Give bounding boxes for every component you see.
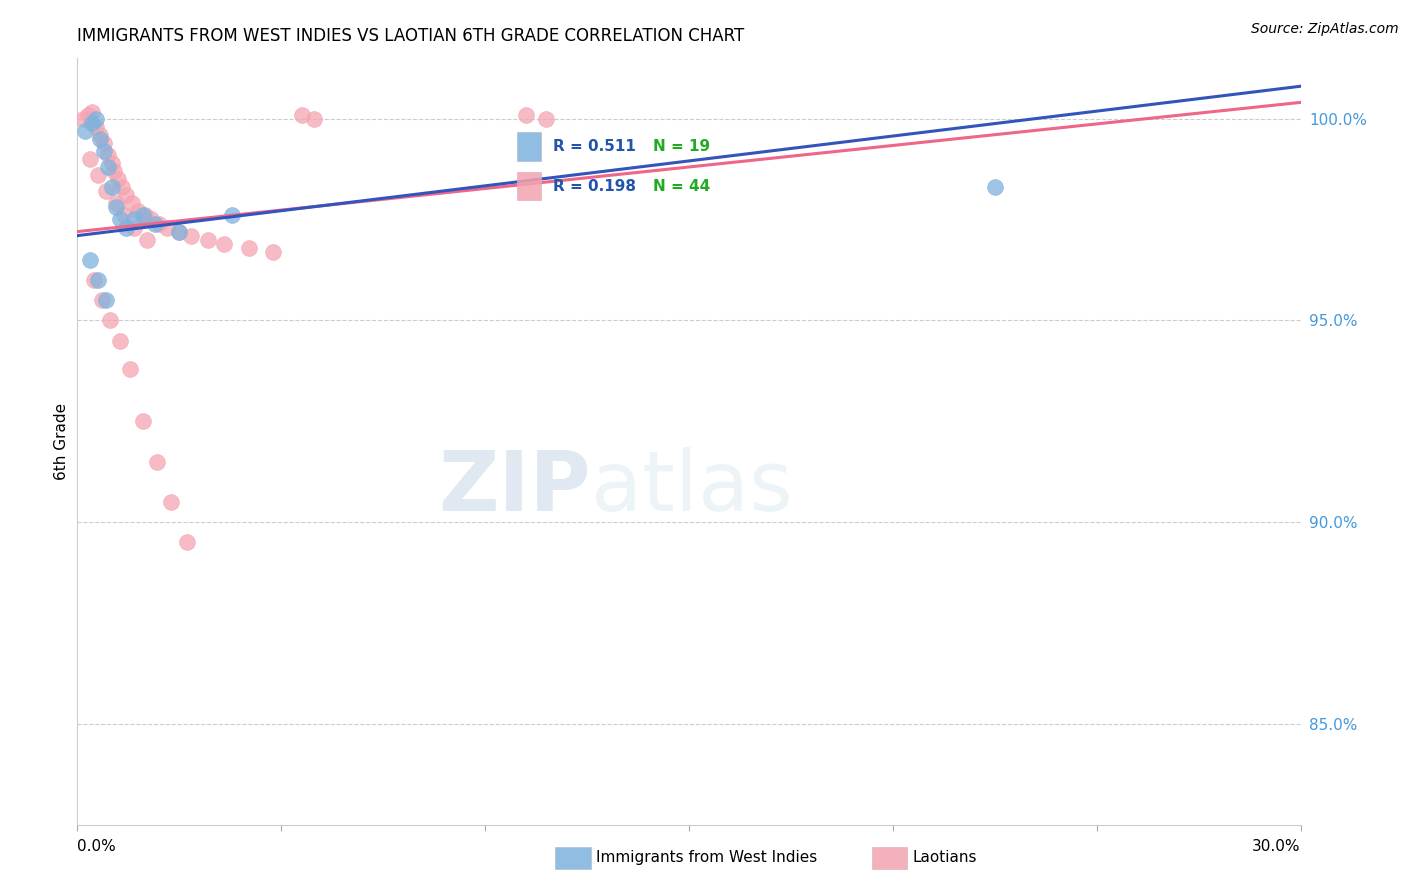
Point bbox=[115, 188, 138, 202]
Point bbox=[93, 144, 115, 158]
Bar bbox=[517, 132, 541, 161]
Point bbox=[87, 273, 110, 287]
Text: 30.0%: 30.0% bbox=[1253, 839, 1301, 855]
Text: Laotians: Laotians bbox=[912, 850, 977, 864]
Point bbox=[176, 535, 198, 549]
Point bbox=[105, 196, 128, 211]
Point bbox=[76, 107, 98, 121]
Point bbox=[169, 225, 191, 239]
Point bbox=[105, 200, 128, 214]
Point bbox=[534, 112, 557, 126]
Point bbox=[84, 112, 107, 126]
Point bbox=[169, 225, 191, 239]
Text: ZIP: ZIP bbox=[439, 447, 591, 528]
Point bbox=[72, 112, 94, 126]
Point bbox=[89, 128, 111, 142]
Point bbox=[93, 136, 115, 150]
Point bbox=[515, 107, 537, 121]
Point bbox=[139, 212, 162, 227]
Point bbox=[83, 273, 105, 287]
Point bbox=[101, 156, 124, 170]
Point bbox=[112, 209, 135, 223]
Point bbox=[101, 180, 124, 194]
Point bbox=[103, 164, 125, 178]
Point bbox=[121, 196, 143, 211]
Text: Source: ZipAtlas.com: Source: ZipAtlas.com bbox=[1251, 22, 1399, 37]
Text: N = 44: N = 44 bbox=[654, 178, 710, 194]
Point bbox=[127, 204, 149, 219]
Text: N = 19: N = 19 bbox=[654, 139, 710, 154]
Y-axis label: 6th Grade: 6th Grade bbox=[53, 403, 69, 480]
Point bbox=[160, 495, 183, 509]
Point bbox=[180, 228, 202, 243]
Text: atlas: atlas bbox=[591, 447, 793, 528]
Point bbox=[156, 220, 179, 235]
Point bbox=[143, 217, 166, 231]
Point bbox=[111, 180, 134, 194]
Point bbox=[302, 112, 325, 126]
Point bbox=[124, 220, 146, 235]
Point bbox=[131, 414, 153, 428]
Text: Immigrants from West Indies: Immigrants from West Indies bbox=[596, 850, 817, 864]
Point bbox=[97, 148, 120, 162]
Point bbox=[75, 123, 97, 137]
Point bbox=[148, 217, 170, 231]
Point bbox=[107, 172, 129, 186]
Point bbox=[90, 293, 112, 308]
Point bbox=[79, 252, 101, 267]
Text: R = 0.198: R = 0.198 bbox=[553, 178, 636, 194]
Text: IMMIGRANTS FROM WEST INDIES VS LAOTIAN 6TH GRADE CORRELATION CHART: IMMIGRANTS FROM WEST INDIES VS LAOTIAN 6… bbox=[77, 28, 745, 45]
Point bbox=[212, 236, 235, 251]
Point bbox=[84, 120, 107, 134]
Point bbox=[262, 244, 284, 259]
Point bbox=[97, 160, 120, 174]
Bar bbox=[517, 172, 541, 201]
Point bbox=[221, 209, 243, 223]
Point bbox=[146, 455, 169, 469]
Point bbox=[80, 105, 103, 120]
Point bbox=[115, 220, 138, 235]
Point bbox=[135, 233, 157, 247]
Point bbox=[984, 180, 1007, 194]
Point bbox=[120, 362, 142, 376]
Text: R = 0.511: R = 0.511 bbox=[553, 139, 636, 154]
Point bbox=[79, 152, 101, 166]
Point bbox=[290, 107, 312, 121]
Text: 0.0%: 0.0% bbox=[77, 839, 117, 855]
Point bbox=[134, 209, 156, 223]
Point bbox=[98, 313, 121, 327]
Point bbox=[124, 212, 146, 227]
Point bbox=[80, 115, 103, 129]
Point bbox=[238, 241, 260, 255]
Point bbox=[108, 334, 131, 348]
Point bbox=[89, 132, 111, 146]
Point bbox=[108, 212, 131, 227]
Point bbox=[197, 233, 219, 247]
Point bbox=[94, 293, 117, 308]
Point bbox=[94, 184, 117, 198]
Point bbox=[87, 168, 110, 182]
Point bbox=[131, 209, 153, 223]
